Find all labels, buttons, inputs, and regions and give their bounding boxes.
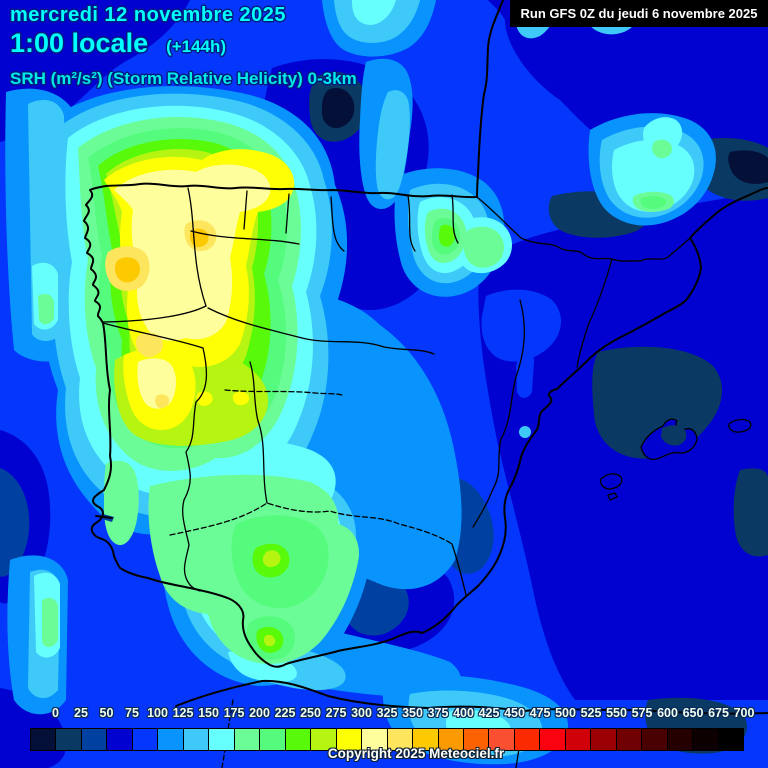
legend-boundary-label: 700 (733, 706, 755, 720)
legend-cell (260, 729, 286, 750)
legend-boundary-label: 475 (529, 706, 551, 720)
legend-boundary-label: 350 (402, 706, 423, 720)
legend-bar (30, 728, 744, 751)
legend-cell (158, 729, 184, 750)
legend-boundary-label: 125 (172, 706, 194, 720)
legend-boundary-label: 175 (223, 706, 245, 720)
legend-labels: 0 25 50 75 100 125 150 175 200 225 250 275 300 325 350… (30, 706, 754, 723)
legend-cell (565, 729, 592, 750)
legend-boundary-label: 675 (708, 706, 729, 720)
legend-boundary-label: 225 (274, 706, 296, 720)
legend-boundary-label: 200 (249, 706, 270, 720)
valid-date: mercredi 12 novembre 2025 (10, 4, 286, 26)
legend-cell (489, 729, 515, 750)
legend-cell (81, 729, 108, 750)
coastline (83, 0, 768, 715)
legend-boundary-label: 375 (427, 706, 449, 720)
map-header: mercredi 12 novembre 2025 1:00 locale (+… (10, 4, 357, 89)
legend-boundary-label: 425 (478, 706, 500, 720)
run-info-badge: Run GFS 0Z du jeudi 6 novembre 2025 (510, 0, 768, 27)
legend-boundary-label: 25 (74, 706, 88, 720)
legend-cell (234, 729, 261, 750)
legend-boundary-label: 100 (147, 706, 168, 720)
legend-cell (667, 729, 694, 750)
copyright-notice: Copyright 2025 Meteociel.fr (327, 746, 505, 761)
legend-boundary-label: 450 (504, 706, 525, 720)
legend-boundary-label: 550 (606, 706, 627, 720)
legend-cell (56, 729, 82, 750)
legend-boundary-label: 275 (325, 706, 347, 720)
legend-boundary-label: 300 (351, 706, 372, 720)
legend-boundary-label: 400 (453, 706, 474, 720)
legend-boundary-label: 500 (555, 706, 576, 720)
legend-cell (31, 729, 57, 750)
legend-boundary-label: 325 (376, 706, 398, 720)
legend-boundary-label: 75 (125, 706, 139, 720)
legend-cell (463, 729, 490, 750)
legend-boundary-label: 575 (631, 706, 653, 720)
forecast-offset: (+144h) (166, 37, 227, 56)
valid-time: 1:00 locale (10, 28, 149, 58)
legend-cell (209, 729, 235, 750)
legend-boundary-label: 250 (300, 706, 321, 720)
legend-cell (693, 729, 719, 750)
legend-cell (642, 729, 668, 750)
legend-cell (514, 729, 541, 750)
legend-cell (183, 729, 210, 750)
legend-boundary-label: 650 (682, 706, 704, 720)
legend-cell (362, 729, 388, 750)
legend-cell (540, 729, 566, 750)
legend-boundary-label: 150 (198, 706, 219, 720)
legend-boundary-label: 525 (580, 706, 602, 720)
legend-cell (311, 729, 337, 750)
legend-cell (438, 729, 464, 750)
balearic-islands (599, 418, 752, 501)
legend-cell (387, 729, 414, 750)
legend-cell (591, 729, 617, 750)
legend-boundary-label: 0 (52, 706, 59, 720)
legend-cell (285, 729, 312, 750)
legend-cell (107, 729, 133, 750)
legend-cell (718, 729, 744, 750)
legend-boundary-label: 50 (99, 706, 114, 720)
legend-cell (413, 729, 439, 750)
legend-cell (336, 729, 363, 750)
parameter-title: SRH (m²/s²) (Storm Relative Helicity) 0-… (10, 69, 357, 88)
legend-boundary-label: 600 (657, 706, 678, 720)
legend-cell (616, 729, 643, 750)
legend-cell (132, 729, 159, 750)
